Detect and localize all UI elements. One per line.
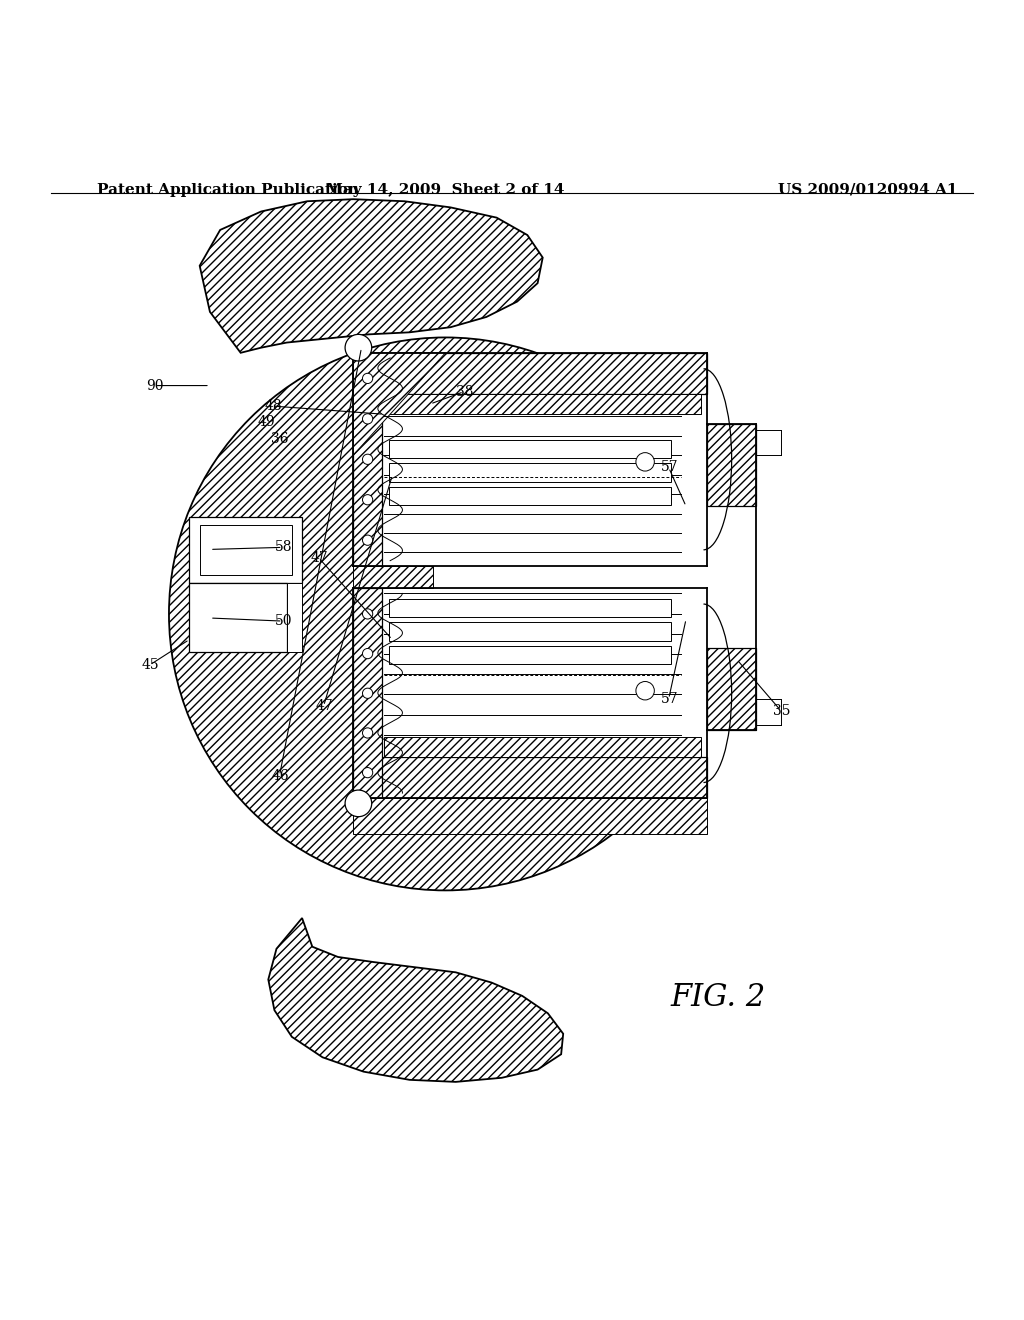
Bar — [707, 648, 756, 730]
Text: 38: 38 — [456, 384, 473, 399]
Bar — [353, 352, 382, 566]
Circle shape — [362, 413, 373, 424]
Circle shape — [345, 334, 372, 360]
Circle shape — [362, 495, 373, 504]
Bar — [353, 566, 433, 589]
Text: 50: 50 — [274, 614, 292, 628]
Bar — [384, 393, 701, 414]
Bar — [389, 622, 671, 640]
Text: 47: 47 — [310, 550, 328, 565]
Circle shape — [345, 791, 372, 817]
Bar — [389, 598, 671, 616]
Circle shape — [362, 688, 373, 698]
Text: 90: 90 — [146, 379, 164, 392]
Bar — [389, 463, 671, 482]
Text: US 2009/0120994 A1: US 2009/0120994 A1 — [778, 182, 957, 197]
Circle shape — [636, 681, 654, 700]
Text: 45: 45 — [141, 659, 159, 672]
Text: FIG. 2: FIG. 2 — [671, 982, 766, 1014]
Text: 46: 46 — [271, 768, 289, 783]
Bar — [389, 487, 671, 506]
Text: 58: 58 — [274, 540, 292, 554]
Polygon shape — [200, 199, 543, 352]
Text: 48: 48 — [264, 399, 282, 413]
Circle shape — [636, 453, 654, 471]
Bar — [384, 737, 701, 758]
Bar — [189, 516, 302, 583]
Bar — [353, 352, 707, 393]
Circle shape — [362, 454, 373, 465]
Circle shape — [362, 648, 373, 659]
Text: 57: 57 — [660, 461, 678, 474]
Bar — [200, 525, 292, 576]
Text: 47: 47 — [315, 700, 333, 713]
Text: May 14, 2009  Sheet 2 of 14: May 14, 2009 Sheet 2 of 14 — [327, 182, 564, 197]
Circle shape — [362, 535, 373, 545]
Text: 49: 49 — [258, 416, 275, 429]
Polygon shape — [353, 799, 707, 834]
Text: 35: 35 — [773, 704, 791, 718]
Bar — [389, 440, 671, 458]
Bar — [707, 425, 756, 730]
Bar — [189, 583, 287, 652]
Text: 57: 57 — [660, 692, 678, 706]
Bar — [287, 583, 302, 652]
Bar — [707, 425, 756, 507]
Circle shape — [169, 338, 722, 891]
Bar — [353, 589, 382, 799]
Bar — [353, 758, 707, 799]
Bar — [353, 352, 707, 799]
Text: Patent Application Publication: Patent Application Publication — [97, 182, 359, 197]
Circle shape — [362, 767, 373, 777]
Polygon shape — [353, 352, 445, 455]
Circle shape — [362, 374, 373, 384]
Bar — [389, 645, 671, 664]
Text: 36: 36 — [271, 432, 289, 446]
Circle shape — [362, 609, 373, 619]
Polygon shape — [268, 917, 563, 1082]
Circle shape — [362, 727, 373, 738]
